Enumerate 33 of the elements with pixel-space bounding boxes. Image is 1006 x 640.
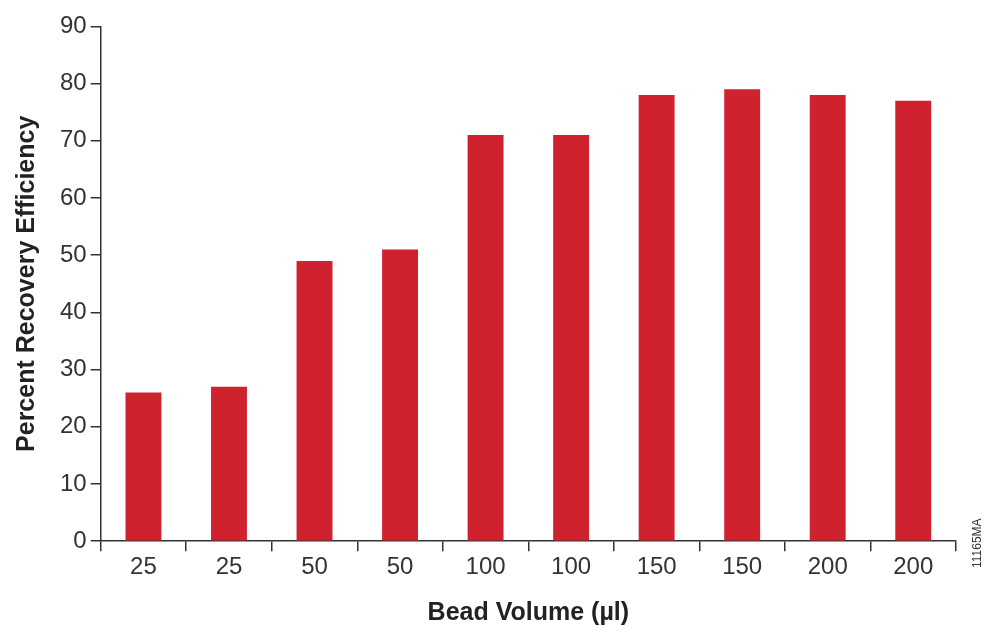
x-tick-label: 50: [301, 552, 328, 580]
text: 11165MA: [970, 518, 984, 568]
x-tick-label: 50: [386, 552, 414, 580]
y-tick-label: 40: [59, 297, 87, 325]
y-tick-label: 10: [59, 468, 87, 496]
bar: [724, 89, 761, 541]
bar: [211, 386, 247, 541]
x-tick-label: 150: [722, 552, 763, 580]
y-tick-label: 60: [59, 182, 87, 210]
y-axis-title: Percent Recovery Efficiency: [10, 115, 39, 452]
x-tick-label: 200: [807, 552, 848, 580]
y-tick-label: 30: [59, 354, 87, 382]
x-tick-label: 100: [551, 552, 592, 580]
bar: [895, 100, 932, 541]
x-tick-label: 100: [465, 552, 506, 580]
x-tick-label: 150: [636, 552, 677, 580]
x-tick-label: 200: [893, 552, 934, 580]
bar: [553, 135, 590, 541]
y-tick-label: 50: [59, 239, 87, 267]
bar: [125, 392, 162, 541]
y-tick-label: 0: [73, 525, 87, 553]
y-tick-label: 70: [59, 125, 87, 153]
bar: [382, 249, 419, 541]
bar: [296, 260, 333, 541]
bar: [809, 95, 846, 541]
bar: [467, 135, 504, 541]
y-tick-label: 80: [59, 68, 87, 96]
y-tick-label: 20: [59, 411, 87, 439]
y-tick-label: 90: [59, 11, 87, 39]
bar: [638, 95, 675, 541]
x-tick-label: 25: [215, 552, 243, 580]
x-tick-label: 25: [130, 552, 157, 580]
x-axis-title: Bead Volume (µl): [427, 596, 630, 625]
